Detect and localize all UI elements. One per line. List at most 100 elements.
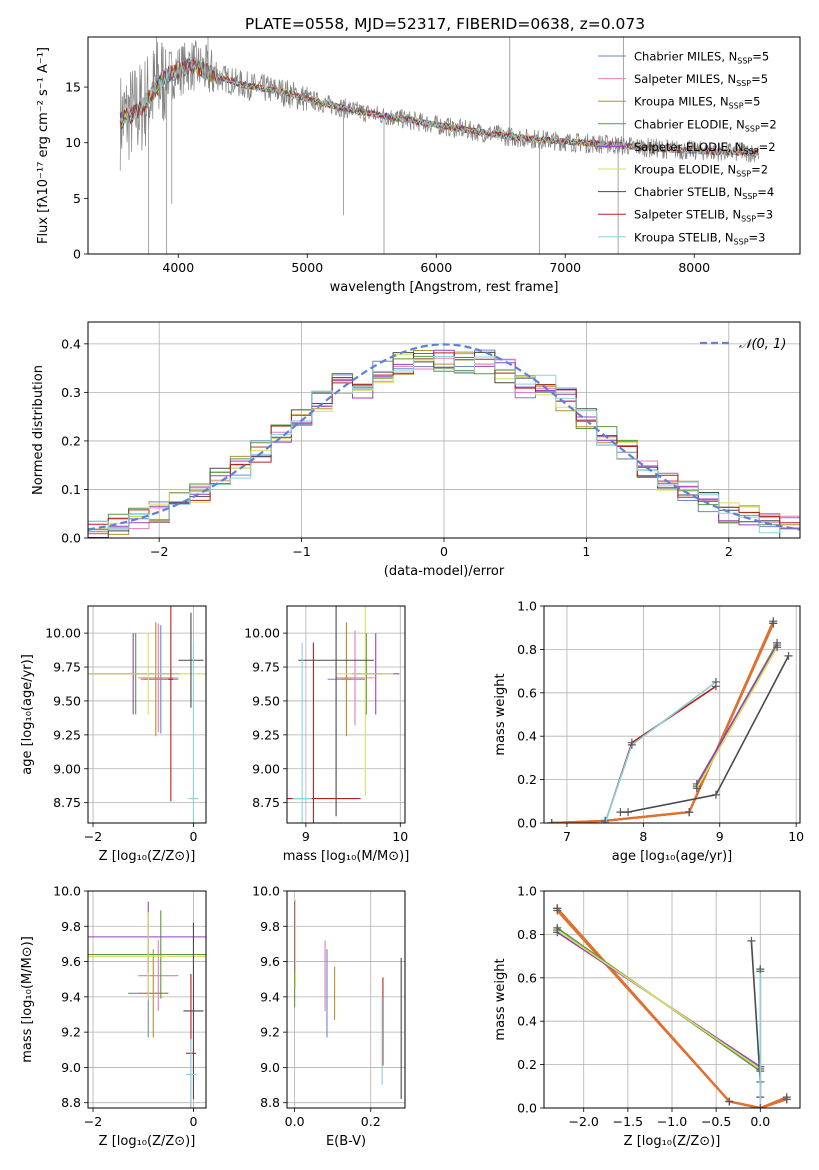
y-tick-label-5: 10.00 [244,626,280,641]
plot-frame [87,36,801,255]
x-tick-label-4: 0.0 [750,1114,770,1129]
residual-lines [88,343,800,538]
y-tick-label-1: 0.2 [517,772,537,787]
marker-kroupa-stelib-0 [601,819,610,823]
x-tick-label-0: 9 [302,829,310,844]
chart-weight-vs-Z: −2.0 −1.5 −1.0 −0.5 0.0 0.0 0.2 0.4 0.6 0.8 1.0 Z [… [493,884,801,1149]
x-tick-label-1: 0 [189,1114,197,1129]
legend-label-kroupa-elodie: Kroupa ELODIE, NSSP=2 [634,163,768,179]
gaussian-curve [88,343,800,531]
marker-chabrier-stelib-2 [711,790,720,799]
y-tick-label-3: 0.6 [517,685,537,700]
spectrum-model-kroupa-elodie [119,60,759,157]
x-tick-label-4: 8000 [678,260,710,275]
marker-kroupa-miles-0 [553,906,562,915]
chart-mass-vs-EBV: 0.0 0.2 8.8 9.0 9.2 9.4 9.6 9.8 10.0 E(B-V) [252,884,406,1149]
legend-label-chabrier-elodie: Chabrier ELODIE, NSSP=2 [634,117,777,133]
x-axis-label: Z [log₁₀(Z/Z⊙)] [99,1134,196,1149]
legend-label-chabrier-stelib: Chabrier STELIB, NSSP=4 [634,185,774,201]
age-vs-Z-points [88,606,206,823]
x-tick-label-3: 7000 [549,260,581,275]
y-tick-label-6: 10.0 [252,884,280,899]
y-tick-label-1: 9.0 [61,1060,81,1075]
y-tick-label-4: 9.6 [260,954,280,969]
marker-kroupa-stelib-0 [756,1104,765,1108]
y-tick-label-2: 9.25 [252,727,280,742]
y-tick-label-6: 10.0 [53,884,81,899]
x-axis-label: wavelength [Angstrom, rest frame] [330,280,559,295]
y-tick-label-2: 9.2 [61,1025,81,1040]
x-axis-label: mass [log₁₀(M/M⊙)] [283,849,410,864]
y-tick-label-2: 9.2 [260,1025,280,1040]
weight-vs-Z-series [553,904,791,1108]
legend-label-chabrier-miles: Chabrier MILES, NSSP=5 [634,50,769,66]
x-tick-label-0: −2 [84,829,102,844]
x-tick-label-0: 7 [563,829,571,844]
marker-chabrier-stelib-1 [624,808,633,817]
y-tick-label-5: 1.0 [517,599,537,614]
y-axis-label: mass [log₁₀(M/M⊙)] [20,936,35,1063]
y-tick-label-0: 0.0 [517,816,537,831]
marker-kroupa-miles-3 [782,1095,791,1104]
line-salpeter-stelib [604,685,717,823]
y-tick-label-1: 9.00 [53,761,81,776]
marker-chabrier-stelib-0 [616,808,625,817]
marker-kroupa-stelib-1 [627,740,636,749]
line-kroupa-miles [556,909,788,1108]
legend-label-salpeter-miles: Salpeter MILES, NSSP=5 [634,72,768,88]
marker-kroupa-elodie-1 [773,643,782,652]
chart-weight-vs-age: 7 8 9 10 0.0 0.2 0.4 0.6 0.8 1.0 age [log₁₀(age/yr… [493,599,804,865]
marker-kroupa-miles-2 [685,808,694,817]
x-tick-label-0: −2 [150,544,168,559]
y-tick-label-0: 8.75 [53,795,81,810]
x-tick-label-1: 8 [639,829,647,844]
x-tick-label-3: 1 [582,544,590,559]
x-tick-label-1: 0.2 [361,1114,381,1129]
weight-vs-age-series [547,617,793,823]
y-axis-label: age [log₁₀(age/yr)] [20,654,35,775]
x-tick-label-1: 10 [392,829,408,844]
y-tick-label-3: 9.4 [260,989,280,1004]
spectrum-model-kroupa-stelib [119,58,759,157]
plot-frame [543,890,801,1109]
chart-age-vs-Z: −2 0 8.75 9.00 9.25 9.50 9.75 10.00 Z [log₁₀(Z/Z… [20,605,207,864]
x-tick-label-1: −1.5 [613,1114,643,1129]
x-tick-label-1: 0 [189,829,197,844]
x-tick-label-0: −2 [84,1114,102,1129]
y-tick-label-2: 0.4 [517,729,537,744]
marker-kroupa-stelib-2 [711,677,720,686]
x-axis-label: E(B-V) [326,1134,366,1149]
y-tick-label-5: 9.8 [260,919,280,934]
x-tick-label-2: −1.0 [657,1114,687,1129]
y-tick-label-1: 0.1 [61,482,81,497]
marker-kroupa-elodie-0 [692,784,701,793]
y-tick-label-1: 9.0 [260,1060,280,1075]
plot-frame [286,890,406,1109]
y-tick-label-2: 9.25 [53,727,81,742]
chart-residuals: −2 −1 0 1 2 0.0 0.1 0.2 0.3 0.4 (data-model)/error… [31,321,801,579]
x-axis-label: age [log₁₀(age/yr)] [612,849,733,864]
plot-frame [543,605,801,824]
x-tick-label-3: 10 [788,829,804,844]
y-tick-label-0: 0.0 [61,531,81,546]
marker-kroupa-miles-1 [725,1097,734,1106]
y-axis-label: mass weight [493,673,508,755]
age-vs-mass-points [287,606,400,823]
chart-age-vs-mass: 9 10 8.75 9.00 9.25 9.50 9.75 10.00 mass [log₁₀(… [244,605,410,864]
line-kroupa-stelib [604,681,717,823]
y-tick-label-3: 9.50 [53,693,81,708]
line-kroupa-elodie [696,646,778,789]
marker-kroupa-elodie-0 [553,926,562,935]
y-tick-label-0: 8.75 [252,795,280,810]
line-kroupa-miles [551,622,775,823]
y-axis-label: Flux [fλ10⁻¹⁷ erg cm⁻² s⁻¹ A⁻¹] [36,47,51,244]
y-tick-label-0: 0 [73,247,81,262]
legend-label-salpeter-elodie: Salpeter ELODIE, NSSP=2 [634,140,776,156]
legend-label-gaussian: 𝒩(0, 1) [739,337,786,352]
y-tick-label-2: 10 [65,135,81,150]
x-tick-label-1: 5000 [291,260,323,275]
y-tick-label-3: 9.50 [252,693,280,708]
spectrum-legend: Chabrier MILES, NSSP=5 Salpeter MILES, NS… [598,50,777,246]
